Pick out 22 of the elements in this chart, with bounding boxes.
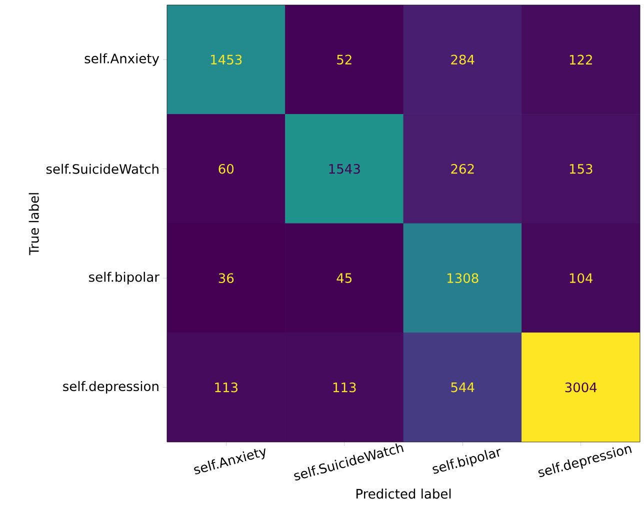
y-tick-label: self.SuicideWatch	[46, 164, 158, 174]
data-label: 113	[215, 382, 238, 392]
data-label: 3004	[565, 382, 597, 392]
x-axis-title: Predicted label	[356, 488, 451, 499]
y-axis-title: True label	[28, 193, 39, 256]
data-label: 153	[570, 164, 592, 174]
data-label: 1453	[211, 54, 242, 65]
data-label: 113	[333, 382, 356, 392]
y-tick-label: self.Anxiety	[84, 53, 160, 66]
data-label: 60	[218, 164, 234, 174]
data-label: 1308	[448, 273, 478, 284]
data-label: 36	[218, 273, 234, 284]
y-tick-label: self.depression	[63, 381, 158, 394]
data-label: 262	[451, 164, 474, 174]
data-label: 122	[570, 54, 592, 64]
data-label: 52	[337, 54, 352, 65]
y-tick-label: self.bipolar	[89, 272, 160, 284]
data-label: 104	[570, 273, 593, 284]
data-label: 544	[451, 382, 474, 392]
data-label: 1543	[329, 164, 360, 174]
data-label: 45	[336, 273, 352, 283]
data-label: 284	[451, 54, 474, 65]
